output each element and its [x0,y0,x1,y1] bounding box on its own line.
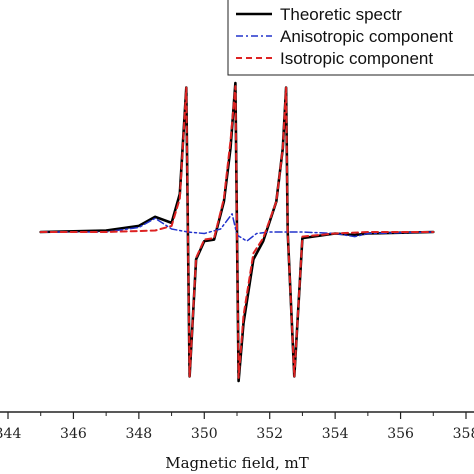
x-tick-label: 344 [0,426,21,442]
x-tick-label: 358 [453,426,474,442]
series-line-2 [39,85,435,379]
plot-lines [39,81,435,383]
legend-label-0: Theoretic spectr [280,5,402,24]
legend-box [227,0,474,76]
x-tick-label: 346 [60,426,87,442]
x-tick-label: 352 [256,426,283,442]
x-tick-label: 348 [125,426,152,442]
legend-label-1: Anisotropic component [280,27,453,46]
x-ticks: 344 346 348 350 352 354 356 358 [0,412,474,442]
legend: Theoretic spectr Anisotropic component Iso… [227,0,474,76]
x-tick-label: 356 [387,426,414,442]
x-tick-label: 354 [322,426,349,442]
x-tick-label: 350 [191,426,218,442]
legend-label-2: Isotropic component [280,49,433,68]
x-axis-label: Magnetic field, mT [165,454,308,472]
